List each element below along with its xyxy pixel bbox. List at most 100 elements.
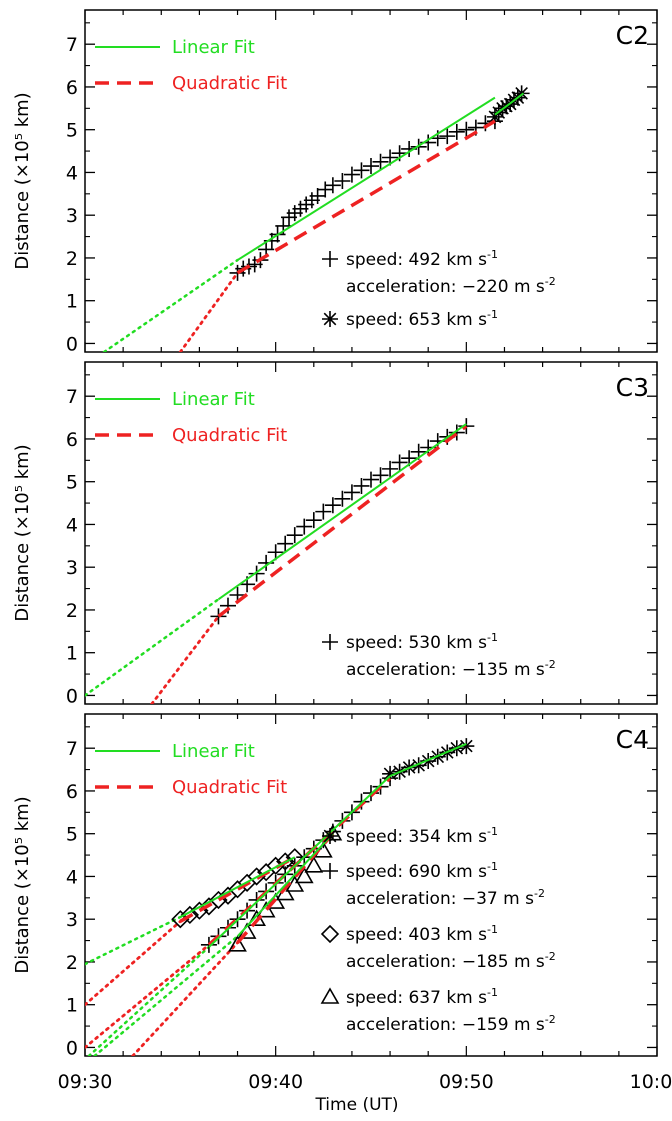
annotation-marker-plus — [322, 634, 338, 650]
data-point-plus — [296, 518, 313, 535]
y-tick-label: 3 — [66, 557, 78, 579]
data-point-triangle — [294, 866, 314, 884]
annotation-speed: speed: 403 km s-1 — [346, 923, 498, 945]
data-point-triangle — [304, 856, 324, 873]
legend-quadratic-label: Quadratic Fit — [172, 425, 287, 446]
y-tick-label: 7 — [66, 738, 78, 760]
annotation-speed: speed: 637 km s-1 — [346, 986, 498, 1008]
y-tick-label: 4 — [66, 514, 78, 536]
data-point-plus — [277, 535, 294, 552]
annotation-marker-plus — [322, 251, 338, 267]
data-point-plus — [324, 497, 341, 514]
y-axis-title: Distance (×10⁵ km) — [12, 92, 33, 269]
y-tick-label: 3 — [66, 909, 78, 931]
linear-fit-line — [236, 96, 496, 261]
data-point-asterisk — [410, 757, 427, 774]
data-point-plus — [382, 770, 399, 787]
annotation-acceleration: acceleration: −185 m s-2 — [346, 950, 556, 972]
annotation-acceleration: acceleration: −135 m s-2 — [346, 658, 556, 680]
annotation-speed: speed: 354 km s-1 — [346, 825, 498, 847]
quadratic-extrapolation — [178, 271, 239, 352]
linear-extrapolation — [102, 258, 239, 352]
linear-extrapolation — [93, 935, 239, 1056]
quadratic-extrapolation — [85, 943, 211, 1049]
y-tick-label: 1 — [66, 643, 78, 665]
plot-frame — [84, 713, 658, 1057]
annotation-marker-triangle — [320, 987, 340, 1004]
data-point-plus — [305, 512, 322, 529]
data-point-plus — [248, 891, 265, 908]
y-tick-label: 2 — [66, 952, 78, 974]
linear-extrapolation — [85, 598, 220, 697]
linear-extrapolation — [87, 945, 211, 1056]
y-tick-label: 6 — [66, 781, 78, 803]
annotation-acceleration: acceleration: −159 m s-2 — [346, 1013, 556, 1035]
y-tick-label: 6 — [66, 429, 78, 451]
y-tick-label: 0 — [66, 685, 78, 707]
quadratic-extrapolation — [85, 919, 182, 1007]
data-point-asterisk — [458, 738, 475, 755]
quadratic-extrapolation — [131, 941, 239, 1056]
y-tick-label: 5 — [66, 472, 78, 494]
x-axis-title: Time (UT) — [314, 1095, 398, 1115]
y-tick-label: 0 — [66, 333, 78, 355]
legend-quadratic-label: Quadratic Fit — [172, 73, 287, 94]
data-point-plus — [448, 424, 465, 441]
data-point-plus — [334, 490, 351, 507]
annotation-speed: speed: 530 km s-1 — [346, 631, 498, 653]
panel-label: C2 — [616, 21, 649, 50]
data-point-plus — [200, 936, 217, 953]
y-axis-title: Distance (×10⁵ km) — [12, 796, 33, 973]
legend-linear-label: Linear Fit — [172, 389, 255, 410]
x-tick-label: 10:00 — [630, 1071, 672, 1093]
y-tick-label: 2 — [66, 248, 78, 270]
data-point-plus — [363, 158, 379, 175]
data-point-plus — [248, 565, 265, 582]
x-tick-label: 09:50 — [439, 1071, 494, 1093]
y-axis-title: Distance (×10⁵ km) — [12, 444, 33, 621]
annotation-acceleration: acceleration: −37 m s-2 — [346, 887, 545, 909]
y-tick-label: 3 — [66, 205, 78, 227]
data-point-plus — [372, 467, 389, 484]
linear-fit-line — [217, 423, 467, 601]
data-point-asterisk — [513, 85, 530, 102]
linear-fit-line — [208, 775, 391, 948]
y-tick-label: 1 — [66, 995, 78, 1017]
panel-c4: 0 1 2 3 4 5 6 7 C4 Linear Fit Quadratic Fit speed: … — [66, 713, 658, 1059]
legend-linear-label: Linear Fit — [172, 741, 255, 762]
x-tick-label: 09:30 — [58, 1071, 113, 1093]
linear-extrapolation — [85, 915, 182, 966]
y-tick-label: 4 — [66, 162, 78, 184]
data-point-plus — [458, 121, 475, 138]
data-point-plus — [343, 484, 360, 501]
data-point-plus — [448, 123, 465, 140]
series-plus — [210, 418, 475, 625]
data-point-plus — [353, 162, 370, 179]
y-tick-label: 5 — [66, 824, 78, 846]
data-point-plus — [286, 527, 303, 544]
data-point-plus — [317, 181, 334, 198]
plot-area — [85, 738, 475, 1056]
y-tick-label: 0 — [66, 1037, 78, 1059]
annotation-marker-asterisk — [322, 828, 338, 844]
plot-frame — [84, 361, 658, 705]
data-point-plus — [343, 166, 360, 183]
plot-area — [102, 85, 530, 352]
panel-c2: 0 1 2 3 4 5 6 7 C2 Linear Fit Quadratic Fit speed: … — [66, 9, 658, 355]
annotation-marker-asterisk — [322, 311, 338, 327]
quadratic-extrapolation — [150, 614, 220, 704]
annotation-speed: speed: 492 km s-1 — [346, 248, 498, 270]
data-point-plus — [353, 477, 370, 494]
annotation-speed: speed: 690 km s-1 — [346, 860, 498, 882]
panel-c3: 0 1 2 3 4 5 6 7 C3 Linear Fit Quadratic Fit speed: … — [66, 361, 658, 707]
data-point-plus — [382, 460, 399, 477]
data-point-plus — [309, 187, 326, 204]
linear-fit-line — [494, 92, 525, 116]
y-tick-label: 7 — [66, 34, 78, 56]
plot-frame — [84, 9, 658, 353]
data-point-plus — [324, 177, 341, 194]
annotation-marker-plus — [322, 863, 338, 879]
plot-area — [85, 418, 475, 704]
quadratic-fit-line — [217, 424, 468, 618]
